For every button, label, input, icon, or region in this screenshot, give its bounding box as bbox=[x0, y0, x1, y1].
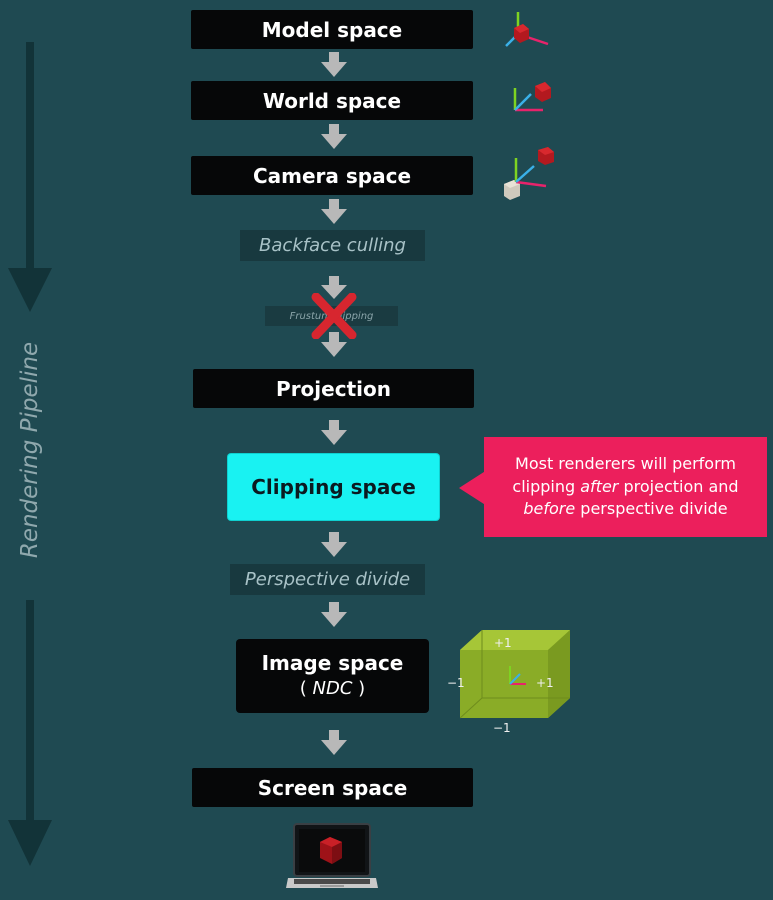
laptop-icon bbox=[286, 823, 378, 888]
arrow-down-icon bbox=[321, 52, 347, 77]
callout-pointer bbox=[459, 470, 487, 506]
stage-projection: Projection bbox=[193, 369, 474, 408]
image-space-subtitle: ( NDC ) bbox=[299, 678, 366, 700]
arrow-down-icon bbox=[321, 199, 347, 224]
ndc-label-left: −1 bbox=[447, 676, 465, 690]
ndc-label: NDC bbox=[312, 678, 353, 700]
axes-cube-icon bbox=[505, 12, 549, 47]
image-space-title: Image space bbox=[261, 651, 404, 676]
step-perspective-divide: Perspective divide bbox=[230, 564, 425, 595]
arrow-down-icon bbox=[321, 276, 347, 299]
stage-clipping-space: Clipping space bbox=[228, 454, 439, 520]
stage-world-space: World space bbox=[191, 81, 473, 120]
ndc-label-bottom: −1 bbox=[493, 721, 511, 735]
stage-model-space: Model space bbox=[191, 10, 473, 49]
ndc-label-top: +1 bbox=[494, 636, 512, 650]
stage-camera-space: Camera space bbox=[191, 156, 473, 195]
arrow-down-icon bbox=[321, 420, 347, 445]
clipping-callout: Most renderers will perform clipping aft… bbox=[484, 437, 767, 537]
arrow-down-icon bbox=[321, 532, 347, 557]
arrow-down-icon bbox=[321, 332, 347, 357]
camera-axes-icon bbox=[504, 147, 554, 200]
stage-screen-space: Screen space bbox=[192, 768, 473, 807]
step-backface-culling: Backface culling bbox=[240, 230, 425, 261]
world-axes-icon bbox=[513, 82, 551, 112]
arrow-down-icon bbox=[321, 730, 347, 755]
stage-image-space: Image space ( NDC ) bbox=[236, 639, 429, 713]
arrow-down-icon bbox=[321, 602, 347, 627]
cross-icon bbox=[311, 293, 357, 339]
arrow-down-icon bbox=[321, 124, 347, 149]
ndc-label-right: +1 bbox=[536, 676, 554, 690]
callout-text: Most renderers will perform clipping aft… bbox=[512, 454, 739, 519]
ndc-cube-icon bbox=[460, 630, 570, 719]
